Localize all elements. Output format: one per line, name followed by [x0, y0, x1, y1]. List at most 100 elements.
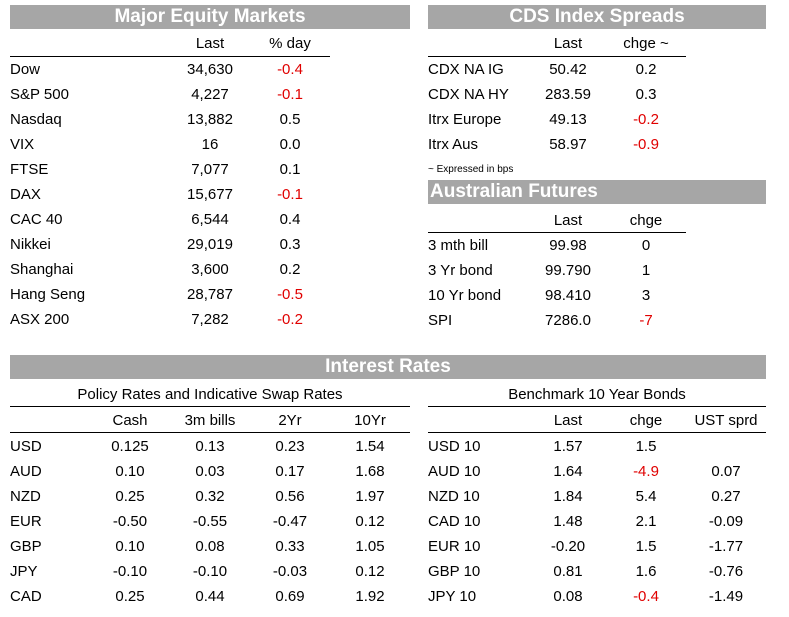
policy-row-value: 0.69	[275, 588, 305, 605]
bonds-row-name: EUR 10	[428, 538, 481, 555]
policy-row-value: 0.44	[195, 588, 225, 605]
equity-row-name: S&P 500	[10, 86, 69, 103]
equity-row-name: DAX	[10, 186, 41, 203]
policy-row-value: 1.97	[355, 488, 385, 505]
policy-row-value: 0.10	[115, 463, 145, 480]
bonds-row-last: -0.20	[550, 538, 586, 555]
cds-row-name: CDX NA IG	[428, 61, 504, 78]
equity-row-change: 0.3	[279, 236, 301, 253]
bonds-header-change: chge	[629, 412, 663, 429]
cds-row-change: 0.3	[635, 86, 657, 103]
cds-row-last: 49.13	[549, 111, 587, 128]
policy-row-value: 0.12	[355, 563, 385, 580]
bonds-header-rule	[428, 432, 766, 433]
bonds-row-name: GBP 10	[428, 563, 481, 580]
bonds-row-last: 0.08	[553, 588, 583, 605]
bonds-row-last: 1.84	[553, 488, 583, 505]
equity-row-name: ASX 200	[10, 311, 70, 328]
bonds-header-last: Last	[553, 412, 583, 429]
futures-row-name: 10 Yr bond	[428, 287, 502, 304]
bonds-row-ust-spread: -1.49	[708, 588, 744, 605]
policy-row-name: CAD	[10, 588, 42, 605]
equity-row-name: Hang Seng	[10, 286, 86, 303]
equity-row-name: FTSE	[10, 161, 49, 178]
bonds-row-name: AUD 10	[428, 463, 481, 480]
equity-title: Major Equity Markets	[10, 5, 410, 29]
policy-title: Policy Rates and Indicative Swap Rates	[77, 386, 343, 403]
equity-row-change: 0.2	[279, 261, 301, 278]
policy-header-3m: 3m bills	[184, 412, 236, 429]
policy-row-value: 0.23	[275, 438, 305, 455]
equity-row-last: 34,630	[187, 61, 233, 78]
policy-row-value: 1.54	[355, 438, 385, 455]
futures-row-change: 3	[641, 287, 651, 304]
futures-row-last: 98.410	[545, 287, 591, 304]
equity-row-last: 29,019	[187, 236, 233, 253]
policy-title-rule	[10, 406, 410, 407]
bonds-row-name: CAD 10	[428, 513, 481, 530]
bonds-row-last: 1.57	[553, 438, 583, 455]
policy-header-cash: Cash	[112, 412, 148, 429]
policy-header-2yr: 2Yr	[278, 412, 302, 429]
futures-row-last: 99.790	[545, 262, 591, 279]
cds-header-rule	[428, 56, 686, 57]
policy-row-value: -0.10	[192, 563, 228, 580]
equity-row-name: VIX	[10, 136, 35, 153]
cds-note: ~ Expressed in bps	[428, 164, 514, 175]
policy-row-name: GBP	[10, 538, 42, 555]
bonds-row-change: 1.6	[635, 563, 657, 580]
cds-row-change: 0.2	[635, 61, 657, 78]
futures-row-last: 7286.0	[545, 312, 591, 329]
futures-row-change: 1	[641, 262, 651, 279]
equity-row-last: 7,077	[191, 161, 229, 178]
policy-row-value: 0.25	[115, 488, 145, 505]
policy-row-value: 1.05	[355, 538, 385, 555]
futures-row-last: 99.98	[549, 237, 587, 254]
cds-header-change: chge ~	[623, 35, 669, 52]
policy-row-value: 0.33	[275, 538, 305, 555]
cds-row-name: Itrx Aus	[428, 136, 479, 153]
futures-header-change: chge	[629, 212, 663, 229]
futures-row-name: 3 mth bill	[428, 237, 489, 254]
equity-row-last: 16	[201, 136, 219, 153]
policy-row-value: 0.56	[275, 488, 305, 505]
equity-row-change: -0.1	[277, 86, 303, 103]
cds-row-last: 50.42	[549, 61, 587, 78]
equity-row-change: 0.5	[279, 111, 301, 128]
bonds-row-ust-spread: -0.09	[708, 513, 744, 530]
equity-header-rule	[10, 56, 330, 57]
bonds-row-last: 0.81	[553, 563, 583, 580]
policy-row-name: NZD	[10, 488, 41, 505]
equity-row-change: 0.1	[279, 161, 301, 178]
cds-header-last: Last	[553, 35, 583, 52]
bonds-row-ust-spread: 0.07	[711, 463, 741, 480]
bonds-title: Benchmark 10 Year Bonds	[508, 386, 686, 403]
policy-row-value: 1.68	[355, 463, 385, 480]
policy-row-name: JPY	[10, 563, 38, 580]
policy-row-value: 0.03	[195, 463, 225, 480]
bonds-row-last: 1.64	[553, 463, 583, 480]
policy-row-name: EUR	[10, 513, 42, 530]
policy-row-value: 0.13	[195, 438, 225, 455]
bonds-row-ust-spread: -1.77	[708, 538, 744, 555]
bonds-row-change: -0.4	[633, 588, 659, 605]
bonds-row-name: USD 10	[428, 438, 481, 455]
policy-row-value: -0.03	[272, 563, 308, 580]
equity-header-change: % day	[269, 35, 311, 52]
policy-row-value: 0.12	[355, 513, 385, 530]
bonds-row-ust-spread: -0.76	[708, 563, 744, 580]
bonds-header-ust: UST sprd	[694, 412, 758, 429]
policy-row-value: -0.55	[192, 513, 228, 530]
policy-row-name: AUD	[10, 463, 42, 480]
equity-row-last: 6,544	[191, 211, 229, 228]
cds-title: CDS Index Spreads	[428, 5, 766, 29]
cds-row-last: 283.59	[545, 86, 591, 103]
futures-header-last: Last	[553, 212, 583, 229]
equity-row-change: 0.4	[279, 211, 301, 228]
equity-row-change: -0.5	[277, 286, 303, 303]
cds-row-name: CDX NA HY	[428, 86, 509, 103]
bonds-row-change: 1.5	[635, 438, 657, 455]
policy-row-value: 1.92	[355, 588, 385, 605]
policy-row-value: 0.17	[275, 463, 305, 480]
cds-row-last: 58.97	[549, 136, 587, 153]
